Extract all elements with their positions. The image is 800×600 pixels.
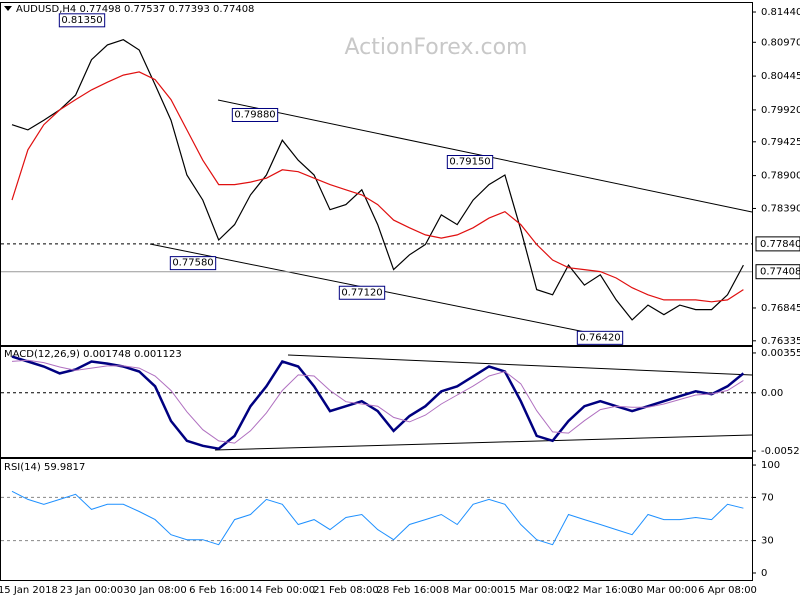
symbol-arrow xyxy=(4,6,12,11)
rsi-frame xyxy=(0,458,753,581)
series-line xyxy=(11,490,744,546)
pivot-label: 0.77120 xyxy=(341,287,382,298)
series-line xyxy=(11,71,744,303)
macd-title: MACD(12,26,9) 0.001748 0.001123 xyxy=(4,349,182,360)
pivot-label: 0.79150 xyxy=(449,157,490,168)
pivot-label: 0.81350 xyxy=(61,15,102,26)
y-tick-label: 0.79425 xyxy=(761,137,800,148)
y-tick-label: 30 xyxy=(761,536,774,547)
series-line xyxy=(11,355,745,451)
pivot-label: 0.76420 xyxy=(579,332,620,343)
pivot-box xyxy=(338,285,386,300)
pivot-box xyxy=(576,330,624,345)
y-tick-label: 100 xyxy=(761,460,780,471)
y-tick-label: 0.80970 xyxy=(761,37,800,48)
x-tick-label: 15 Jan 2018 xyxy=(0,585,58,596)
x-tick-label: 15 Mar 08:00 xyxy=(503,585,570,596)
watermark: ActionForex.com xyxy=(345,35,528,60)
series-line xyxy=(11,359,744,444)
rsi-title: RSI(14) 59.9817 xyxy=(4,462,85,473)
y-tick-label: 0.81440 xyxy=(761,7,800,18)
y-tick-label: 70 xyxy=(761,492,774,503)
x-tick-label: 23 Jan 00:00 xyxy=(60,585,123,596)
pivot-label: 0.79880 xyxy=(234,109,275,120)
x-tick-label: 8 Mar 00:00 xyxy=(443,585,503,596)
y-tick-label: 0.76335 xyxy=(761,336,800,347)
x-tick-label: 14 Feb 00:00 xyxy=(249,585,315,596)
x-tick-label: 30 Jan 08:00 xyxy=(123,585,186,596)
y-tick-label: 0.00 xyxy=(761,388,783,399)
price-title: AUDUSD,H4 0.77498 0.77537 0.77393 0.7740… xyxy=(16,4,254,15)
macd-trend-lower xyxy=(214,434,753,451)
x-tick-label: 22 Mar 16:00 xyxy=(567,585,634,596)
y-tick-label: 0.78900 xyxy=(761,171,800,182)
price-level-box xyxy=(755,236,800,252)
pivot-box xyxy=(169,256,217,271)
pivot-label: 0.77580 xyxy=(172,258,213,269)
x-tick-label: 6 Apr 08:00 xyxy=(698,585,757,596)
y-tick-label: 0.78390 xyxy=(761,203,800,214)
y-tick-label: -0.005207 xyxy=(761,446,800,457)
series-line xyxy=(11,39,744,321)
price-level-box xyxy=(755,264,800,280)
x-tick-label: 28 Feb 16:00 xyxy=(377,585,443,596)
x-tick-label: 6 Feb 16:00 xyxy=(189,585,248,596)
price-frame xyxy=(0,2,753,346)
y-tick-label: 0.76845 xyxy=(761,303,800,314)
price-level-label: 0.77408 xyxy=(760,267,800,278)
macd-frame xyxy=(0,346,753,458)
pivot-box xyxy=(231,107,279,122)
x-tick-label: 30 Mar 00:00 xyxy=(631,585,698,596)
pivot-box xyxy=(446,155,494,170)
pivot-box xyxy=(58,13,106,28)
price-level-label: 0.77840 xyxy=(760,239,800,250)
y-tick-label: 0.80445 xyxy=(761,71,800,82)
y-tick-label: 0.003559 xyxy=(761,348,800,359)
x-tick-label: 21 Feb 08:00 xyxy=(313,585,379,596)
y-tick-label: 0.79920 xyxy=(761,105,800,116)
macd-trend-upper xyxy=(287,354,753,376)
y-tick-label: 0 xyxy=(761,568,767,579)
